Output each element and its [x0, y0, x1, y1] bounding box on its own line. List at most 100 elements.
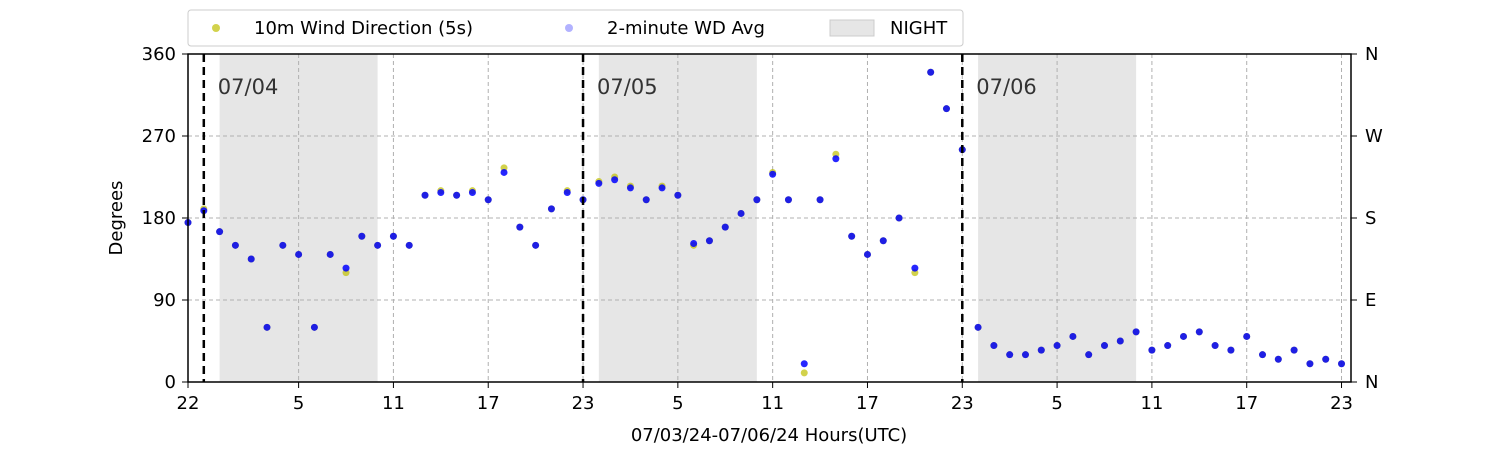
wd-avg-point — [1274, 355, 1282, 363]
x-tick-label: 5 — [1051, 393, 1062, 414]
wd-avg-point — [1037, 346, 1045, 354]
x-tick-label: 23 — [1330, 393, 1353, 414]
wd-avg-point — [1085, 351, 1093, 359]
wd-avg-point — [879, 237, 887, 245]
wd-avg-point — [484, 196, 492, 204]
wd-avg-point — [1180, 332, 1188, 340]
wd-avg-point — [816, 196, 824, 204]
wd-avg-point — [326, 250, 334, 258]
x-tick-label: 17 — [856, 393, 879, 414]
compass-tick-label: S — [1365, 208, 1376, 229]
y-tick-label: 270 — [142, 126, 176, 147]
wd-avg-point — [1164, 342, 1172, 350]
wd-avg-point — [310, 323, 318, 331]
wd-avg-point — [516, 223, 524, 231]
wd-avg-point — [895, 214, 903, 222]
x-tick-label: 11 — [1140, 393, 1163, 414]
x-axis-title: 07/03/24-07/06/24 Hours(UTC) — [631, 425, 907, 446]
wd-avg-point — [626, 184, 634, 192]
wd-avg-point — [911, 264, 919, 272]
wd-avg-point — [1053, 342, 1061, 350]
x-tick-label: 5 — [293, 393, 304, 414]
wd-avg-point — [974, 323, 982, 331]
x-tick-label: 23 — [572, 393, 595, 414]
day-boundaries: 07/04 07/05 07/06 — [202, 54, 1037, 382]
series-wd-2min-avg — [184, 68, 1346, 368]
wd-avg-point — [279, 241, 287, 249]
wd-avg-point — [500, 168, 508, 176]
wd-avg-point — [737, 209, 745, 217]
wd-avg-point — [611, 176, 619, 184]
legend-marker-wd-avg — [565, 24, 573, 32]
wd-avg-point — [1116, 337, 1124, 345]
y-tick-label: 0 — [165, 372, 176, 393]
wd-avg-point — [1243, 332, 1251, 340]
legend-label-wd-avg: 2-minute WD Avg — [607, 18, 765, 39]
wd-avg-point — [263, 323, 271, 331]
wd-avg-point — [690, 240, 698, 248]
wd-avg-point — [1132, 328, 1140, 336]
wd-avg-point — [231, 241, 239, 249]
wd-avg-point — [1290, 346, 1298, 354]
wd-avg-point — [1006, 351, 1014, 359]
legend-marker-wind-5s — [212, 24, 220, 32]
compass-axis-ticks: N E S W N — [1351, 44, 1383, 393]
wd-avg-point — [1021, 351, 1029, 359]
wd-avg-point — [342, 264, 350, 272]
wind-5s-point — [800, 369, 808, 377]
legend-label-wind-5s: 10m Wind Direction (5s) — [254, 18, 473, 39]
x-tick-label: 17 — [477, 393, 500, 414]
x-tick-label: 5 — [672, 393, 683, 414]
legend: 10m Wind Direction (5s) 2-minute WD Avg … — [187, 9, 964, 47]
wd-avg-point — [468, 188, 476, 196]
wd-avg-point — [358, 232, 366, 240]
wd-avg-point — [642, 196, 650, 204]
wd-avg-point — [547, 205, 555, 213]
x-axis-ticks: 22 5 11 17 23 5 11 17 23 5 11 17 23 — [177, 382, 1353, 414]
compass-tick-label: N — [1365, 372, 1378, 393]
y-tick-label: 90 — [153, 290, 176, 311]
compass-tick-label: W — [1365, 126, 1383, 147]
wd-avg-point — [453, 191, 461, 199]
compass-tick-label: E — [1365, 290, 1376, 311]
y-axis-title: Degrees — [106, 181, 127, 256]
wd-avg-point — [658, 184, 666, 192]
x-tick-label: 11 — [382, 393, 405, 414]
wd-avg-point — [769, 170, 777, 178]
wd-avg-point — [1148, 346, 1156, 354]
wd-avg-point — [990, 342, 998, 350]
wd-avg-point — [405, 241, 413, 249]
day-label: 07/06 — [976, 75, 1037, 99]
day-label: 07/04 — [218, 75, 279, 99]
wd-avg-point — [800, 360, 808, 368]
wd-avg-point — [421, 191, 429, 199]
wd-avg-point — [295, 250, 303, 258]
compass-tick-label: N — [1365, 44, 1378, 65]
wd-avg-point — [563, 188, 571, 196]
wd-avg-point — [1322, 355, 1330, 363]
wd-avg-point — [753, 196, 761, 204]
wd-avg-point — [1306, 360, 1314, 368]
wd-avg-point — [389, 232, 397, 240]
y-tick-label: 180 — [142, 208, 176, 229]
wd-avg-point — [705, 237, 713, 245]
wd-avg-point — [1338, 360, 1346, 368]
wd-avg-point — [1227, 346, 1235, 354]
wd-avg-point — [863, 250, 871, 258]
wd-avg-point — [532, 241, 540, 249]
x-tick-label: 17 — [1235, 393, 1258, 414]
wd-avg-point — [1069, 332, 1077, 340]
legend-frame — [187, 9, 964, 47]
wd-avg-point — [595, 179, 603, 187]
wd-avg-point — [1211, 342, 1219, 350]
wd-avg-point — [832, 155, 840, 163]
wd-avg-point — [1195, 328, 1203, 336]
wd-avg-point — [1259, 351, 1267, 359]
wd-avg-point — [437, 188, 445, 196]
wd-avg-point — [942, 105, 950, 113]
x-tick-label: 22 — [177, 393, 200, 414]
wd-avg-point — [674, 191, 682, 199]
wd-avg-point — [784, 196, 792, 204]
legend-label-night: NIGHT — [890, 18, 948, 39]
